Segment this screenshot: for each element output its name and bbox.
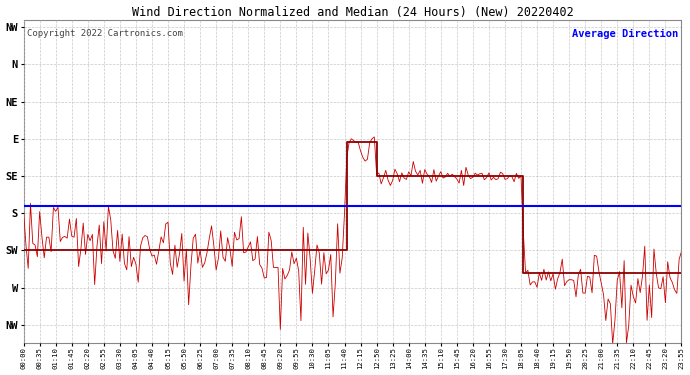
Title: Wind Direction Normalized and Median (24 Hours) (New) 20220402: Wind Direction Normalized and Median (24… — [132, 6, 573, 18]
Text: Average Direction: Average Direction — [572, 29, 678, 39]
Text: Copyright 2022 Cartronics.com: Copyright 2022 Cartronics.com — [27, 29, 183, 38]
